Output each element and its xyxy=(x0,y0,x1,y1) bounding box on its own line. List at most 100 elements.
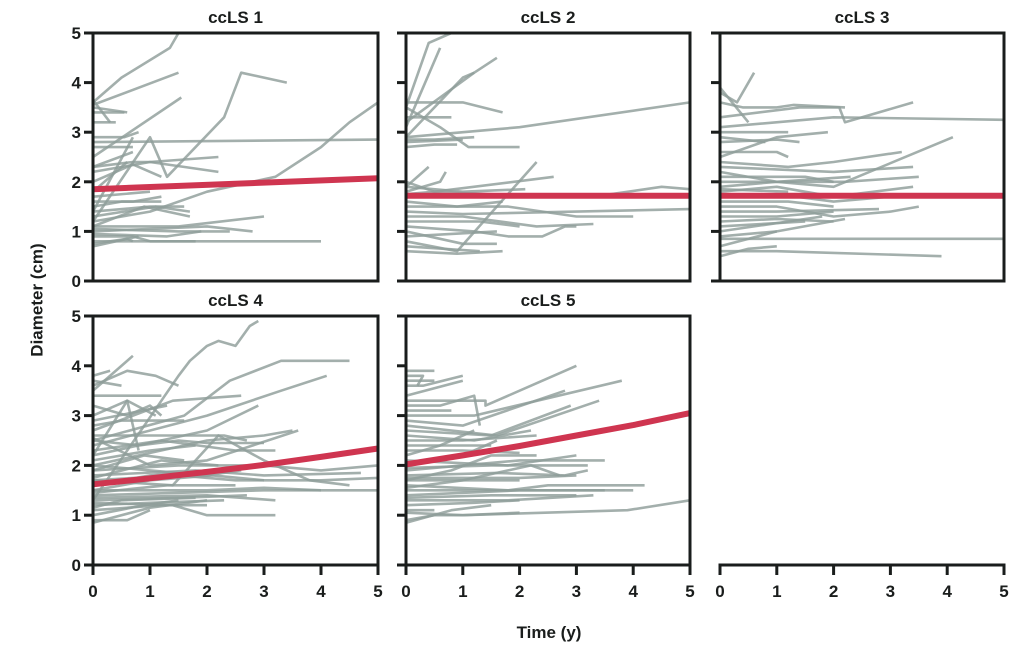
trajectory-line xyxy=(406,434,537,442)
panel-frame xyxy=(91,31,380,283)
trajectory-line xyxy=(720,200,834,208)
panel-1: 0 1 2 3 4 5 ccLS 1 xyxy=(72,8,380,291)
trajectory-line xyxy=(406,374,425,387)
trajectory-line xyxy=(719,217,834,223)
panel-frame xyxy=(404,314,692,567)
trajectory-line xyxy=(405,225,577,238)
panel-frame xyxy=(91,314,380,567)
trajectory-line xyxy=(92,230,202,238)
y-tick-label: 0 xyxy=(72,556,81,575)
x-tick-label: 5 xyxy=(999,582,1008,601)
trajectory-line xyxy=(719,215,823,233)
trajectory-line xyxy=(405,499,520,507)
trajectory-line xyxy=(92,499,208,524)
trajectory-line xyxy=(92,155,219,169)
y-tick-label: 2 xyxy=(72,456,81,475)
trajectory-line xyxy=(405,464,560,490)
x-tick-label: 1 xyxy=(145,582,154,601)
trajectory-line xyxy=(93,130,140,139)
trajectory-line xyxy=(92,439,264,447)
trajectory-line xyxy=(406,364,577,407)
trajectory-line xyxy=(92,404,259,457)
trajectory-line xyxy=(404,47,442,128)
trajectory-line xyxy=(406,474,577,480)
trajectory-line xyxy=(92,163,162,183)
panel-3: ccLS 3 xyxy=(711,8,1006,283)
trajectory-line xyxy=(405,404,572,437)
trajectory-line xyxy=(92,359,350,442)
x-tick-label: 0 xyxy=(88,582,97,601)
trajectory-line xyxy=(91,71,288,223)
x-axis-title: Time (y) xyxy=(517,623,582,642)
trajectory-line xyxy=(92,454,185,472)
trajectory-line xyxy=(92,71,179,107)
trajectory-line xyxy=(406,374,464,388)
trajectory-line xyxy=(404,31,452,108)
trajectory-line xyxy=(405,143,458,149)
trajectory-line xyxy=(720,150,789,159)
trajectory-line xyxy=(405,207,691,216)
y-tick-label: 5 xyxy=(72,307,81,326)
trajectory-line xyxy=(91,399,140,457)
x-tick-label: 5 xyxy=(685,582,694,601)
trajectory-line xyxy=(405,469,589,477)
trajectory-line xyxy=(405,454,537,482)
x-tick-label: 4 xyxy=(942,582,952,601)
x-tick-label: 2 xyxy=(829,582,838,601)
trajectory-line xyxy=(405,493,577,500)
panel-title: ccLS 2 xyxy=(521,8,576,27)
panel-6: 0 1 2 3 4 5 xyxy=(715,563,1009,601)
x-tick-label: 5 xyxy=(373,582,382,601)
trajectories xyxy=(91,32,379,248)
trajectories xyxy=(91,319,379,524)
x-tick-label: 0 xyxy=(715,582,724,601)
trajectory-line xyxy=(405,245,480,253)
trajectory-line xyxy=(92,225,253,233)
trajectory-line xyxy=(719,245,777,258)
y-tick-label: 1 xyxy=(72,506,81,525)
trajectory-line xyxy=(92,205,191,218)
trend-line xyxy=(92,175,379,193)
trajectory-line xyxy=(92,459,219,480)
trajectory-line xyxy=(406,135,475,141)
trajectory-line xyxy=(405,459,605,472)
trajectory-line xyxy=(92,429,299,467)
trajectory-line xyxy=(92,32,180,104)
y-tick-label: 2 xyxy=(72,173,81,192)
trajectory-line xyxy=(719,230,777,238)
trajectory-line xyxy=(92,150,134,169)
trajectory-line xyxy=(405,429,475,457)
trajectory-line xyxy=(92,499,179,517)
trajectory-line xyxy=(92,496,196,509)
panel-title: ccLS 4 xyxy=(208,291,263,310)
trajectory-line xyxy=(719,217,846,248)
panel-4: 0 1 2 3 4 5 0 1 2 3 4 5 ccLS 4 xyxy=(72,291,383,601)
trajectory-line xyxy=(92,419,185,427)
trajectory-line xyxy=(719,175,919,189)
y-tick-label: 4 xyxy=(72,74,82,93)
trajectory-line xyxy=(92,434,350,487)
trajectory-line xyxy=(92,190,151,198)
y-tick-label: 5 xyxy=(72,24,81,43)
trajectory-line xyxy=(719,138,800,144)
trajectory-line xyxy=(405,379,464,397)
x-tick-label: 1 xyxy=(772,582,781,601)
trajectory-line xyxy=(406,205,634,218)
panel-2: ccLS 2 xyxy=(397,8,692,283)
trajectory-line xyxy=(405,230,497,238)
trajectory-line xyxy=(405,101,691,139)
y-tick-label: 0 xyxy=(72,272,81,291)
trajectory-line xyxy=(92,379,122,387)
trajectory-line xyxy=(92,444,196,462)
trajectories xyxy=(404,31,691,255)
trajectory-line xyxy=(405,161,538,253)
panel-frame xyxy=(718,31,1006,283)
trajectory-line xyxy=(92,138,379,144)
y-tick-label: 4 xyxy=(72,357,82,376)
x-tick-label: 0 xyxy=(401,582,410,601)
x-tick-label: 4 xyxy=(628,582,638,601)
trajectory-line xyxy=(405,488,634,497)
trajectory-line xyxy=(92,488,378,497)
trajectory-line xyxy=(719,72,756,104)
